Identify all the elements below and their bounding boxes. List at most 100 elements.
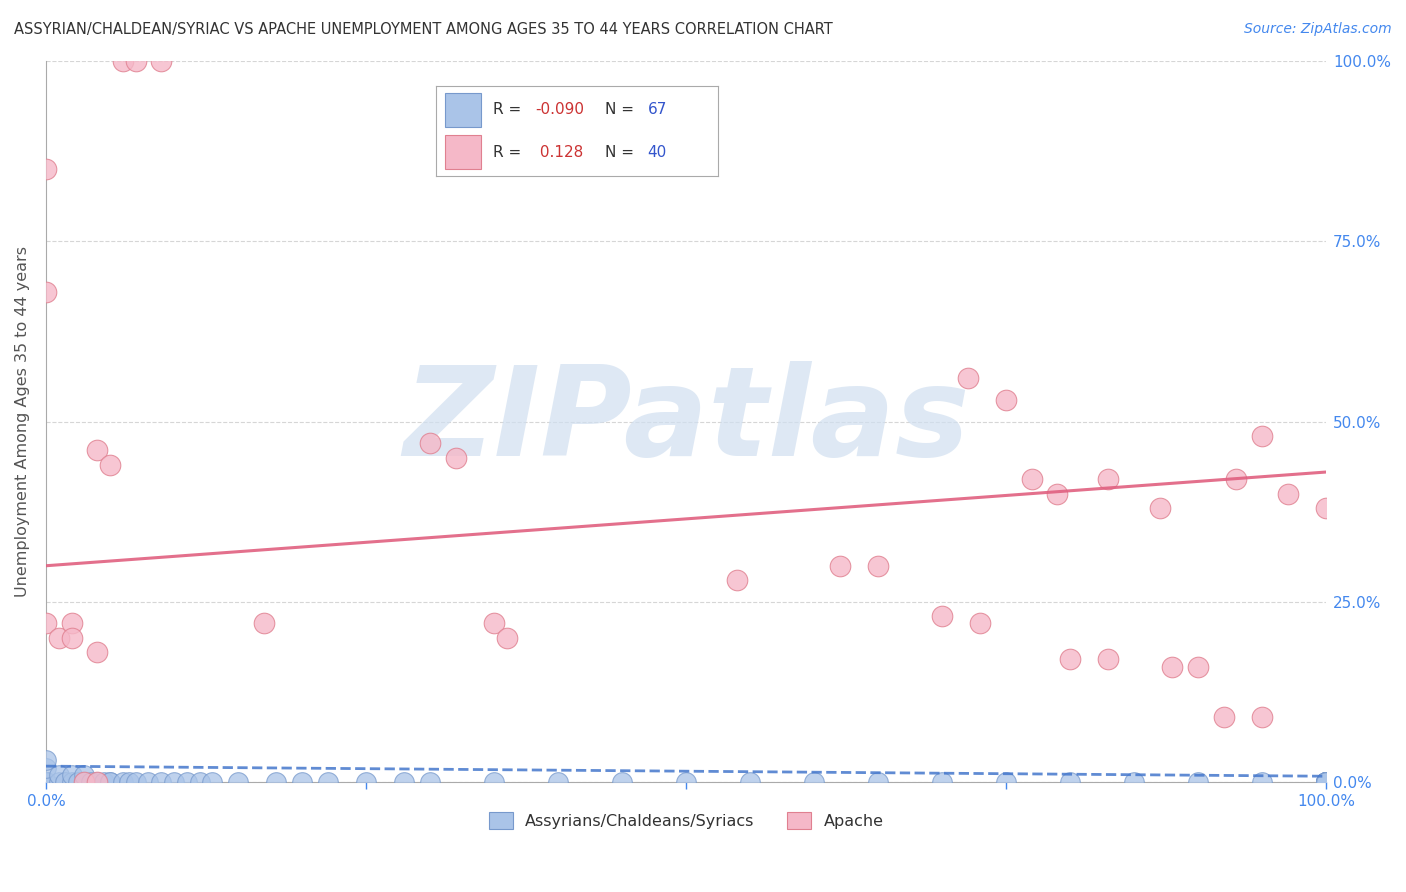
Point (1315, 775, 1337, 789)
Point (93, 775, 115, 789)
Point (60, 631, 83, 645)
Point (675, 775, 697, 789)
Point (1315, 775, 1337, 789)
Point (1059, 775, 1081, 789)
Point (60, 616, 83, 631)
Point (1315, 775, 1337, 789)
Point (150, 775, 173, 789)
Point (547, 775, 569, 789)
Point (1315, 775, 1337, 789)
Point (1123, 775, 1146, 789)
Point (1315, 775, 1337, 789)
Point (866, 558, 889, 573)
Point (35, 753, 58, 767)
Point (35, 775, 58, 789)
Point (86, 443, 108, 458)
Point (803, 775, 825, 789)
Point (111, 54, 134, 69)
Point (48, 775, 70, 789)
Point (1161, 659, 1184, 673)
Point (73, 768, 96, 782)
Point (73, 775, 96, 789)
Point (86, 775, 108, 789)
Point (956, 371, 979, 385)
Point (66, 775, 89, 789)
Point (444, 450, 467, 465)
Point (35, 775, 58, 789)
Point (35, 761, 58, 775)
Point (60, 775, 83, 789)
Point (1315, 775, 1337, 789)
Point (35, 285, 58, 299)
Point (1315, 775, 1337, 789)
Point (35, 775, 58, 789)
Point (482, 616, 505, 631)
Point (98, 775, 121, 789)
Point (266, 775, 288, 789)
Point (419, 436, 441, 450)
Point (60, 768, 83, 782)
Point (226, 775, 249, 789)
Point (73, 775, 96, 789)
Point (35, 775, 58, 789)
Point (1315, 775, 1337, 789)
Text: ZIPatlas: ZIPatlas (402, 361, 969, 482)
Point (48, 768, 70, 782)
Point (1046, 486, 1069, 500)
Point (201, 775, 224, 789)
Point (610, 775, 633, 789)
Point (124, 54, 146, 69)
Y-axis label: Unemployment Among Ages 35 to 44 years: Unemployment Among Ages 35 to 44 years (15, 246, 30, 597)
Point (86, 645, 108, 659)
Point (35, 616, 58, 631)
Point (969, 616, 991, 631)
Point (1315, 501, 1337, 516)
Point (495, 631, 517, 645)
Point (1315, 775, 1337, 789)
Text: Source: ZipAtlas.com: Source: ZipAtlas.com (1244, 22, 1392, 37)
Point (1277, 486, 1299, 500)
Point (48, 631, 70, 645)
Point (98, 458, 121, 472)
Point (931, 609, 953, 624)
Point (354, 775, 377, 789)
Point (252, 616, 274, 631)
Point (35, 775, 58, 789)
Point (1097, 472, 1119, 486)
Point (1059, 652, 1081, 666)
Legend: Assyrians/Chaldeans/Syriacs, Apache: Assyrians/Chaldeans/Syriacs, Apache (482, 806, 890, 835)
Point (1315, 775, 1337, 789)
Point (828, 558, 851, 573)
Point (1315, 775, 1337, 789)
Point (291, 775, 314, 789)
Point (124, 775, 146, 789)
Point (482, 775, 505, 789)
Point (1315, 775, 1337, 789)
Point (1212, 710, 1234, 724)
Point (1097, 652, 1119, 666)
Point (150, 54, 173, 69)
Point (995, 775, 1018, 789)
Point (1149, 501, 1171, 516)
Point (931, 775, 953, 789)
Point (1251, 775, 1274, 789)
Point (1187, 659, 1209, 673)
Point (163, 775, 186, 789)
Point (1251, 429, 1274, 443)
Point (98, 775, 121, 789)
Point (1315, 775, 1337, 789)
Point (111, 775, 134, 789)
Point (35, 162, 58, 177)
Point (394, 775, 416, 789)
Point (995, 392, 1018, 407)
Point (1187, 775, 1209, 789)
Point (738, 775, 761, 789)
Point (725, 573, 748, 587)
Point (188, 775, 211, 789)
Text: ASSYRIAN/CHALDEAN/SYRIAC VS APACHE UNEMPLOYMENT AMONG AGES 35 TO 44 YEARS CORREL: ASSYRIAN/CHALDEAN/SYRIAC VS APACHE UNEMP… (14, 22, 832, 37)
Point (1021, 472, 1043, 486)
Point (866, 775, 889, 789)
Point (1315, 775, 1337, 789)
Point (35, 775, 58, 789)
Point (118, 775, 141, 789)
